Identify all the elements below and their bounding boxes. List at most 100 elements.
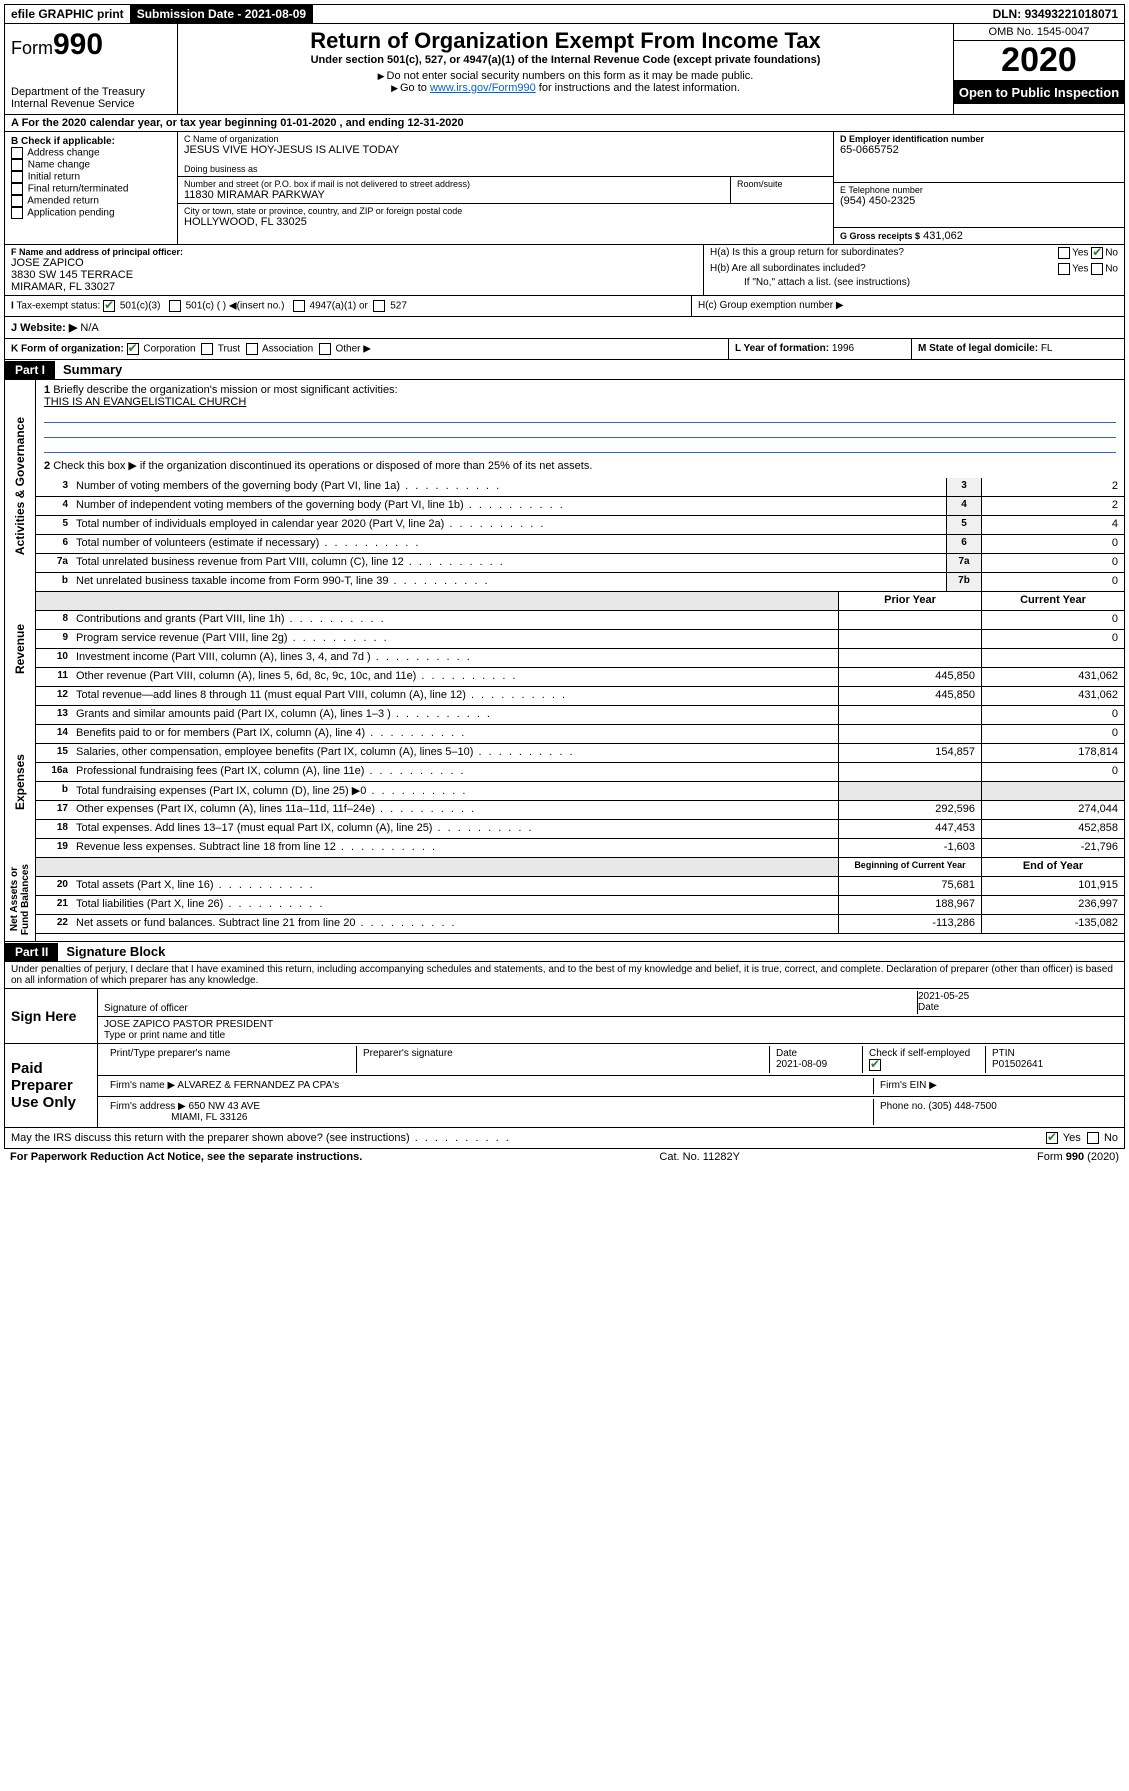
chk-initial-return[interactable] [11,171,23,183]
table-row: 12Total revenue—add lines 8 through 11 (… [36,687,1124,706]
opt-501c: 501(c) ( ) ◀(insert no.) [186,301,285,312]
officer-addr2: MIRAMAR, FL 33027 [11,281,697,293]
ptin-value: P01502641 [992,1059,1043,1070]
officer-addr1: 3830 SW 145 TERRACE [11,269,697,281]
chk-final-return[interactable] [11,183,23,195]
row-j: J Website: ▶ N/A [4,317,1125,339]
opt-app-pending: Application pending [27,208,114,219]
firm-ein-label: Firm's EIN ▶ [874,1078,1118,1094]
phone-label: E Telephone number [840,185,1118,195]
addr-label: Number and street (or P.O. box if mail i… [184,179,724,189]
chk-self-employed[interactable] [869,1059,881,1071]
prep-name-hdr: Print/Type preparer's name [104,1046,357,1073]
side-net: Net Assets or Fund Balances [7,858,33,941]
chk-ha-no[interactable] [1091,247,1103,259]
col-current: Current Year [981,592,1124,610]
cat-no: Cat. No. 11282Y [659,1151,740,1163]
opt-assoc: Association [262,344,313,355]
opt-amended: Amended return [27,196,99,207]
omb-number: OMB No. 1545-0047 [954,24,1124,41]
table-row: 16aProfessional fundraising fees (Part I… [36,763,1124,782]
instructions-link[interactable]: www.irs.gov/Form990 [430,82,536,94]
box-f: F Name and address of principal officer:… [5,245,704,295]
table-row: 9Program service revenue (Part VIII, lin… [36,630,1124,649]
opt-initial-return: Initial return [28,172,80,183]
form-label: Form [11,38,53,58]
form-number: 990 [53,28,103,61]
ha-yes: Yes [1072,248,1088,259]
box-b: B Check if applicable: Address change Na… [5,132,178,244]
box-c: C Name of organization JESUS VIVE HOY-JE… [178,132,834,244]
table-row: bNet unrelated business taxable income f… [36,573,1124,592]
mission-line [44,408,1116,423]
chk-trust[interactable] [201,343,213,355]
part2-header: Part II Signature Block [4,942,1125,962]
chk-discuss-no[interactable] [1087,1132,1099,1144]
discuss-no: No [1104,1132,1118,1144]
hb-note: If "No," attach a list. (see instruction… [704,277,1124,290]
chk-amended[interactable] [11,195,23,207]
chk-hb-yes[interactable] [1058,263,1070,275]
period-text: A For the 2020 calendar year, or tax yea… [11,117,464,129]
chk-corp[interactable] [127,343,139,355]
domicile-label: M State of legal domicile: [918,343,1038,354]
mission-line [44,438,1116,453]
side-rev: Revenue [11,618,29,680]
chk-527[interactable] [373,300,385,312]
sign-here-label: Sign Here [5,989,98,1043]
table-row: 6Total number of volunteers (estimate if… [36,535,1124,554]
sign-date: 2021-05-25 [918,991,969,1002]
efile-label[interactable]: efile GRAPHIC print [5,5,131,23]
table-row: 22Net assets or fund balances. Subtract … [36,915,1124,934]
firm-phone: (305) 448-7500 [928,1101,996,1112]
chk-app-pending[interactable] [11,207,23,219]
prep-check-hdr: Check if self-employed [869,1048,970,1059]
table-row: 20Total assets (Part X, line 16) 75,6811… [36,877,1124,896]
chk-address-change[interactable] [11,147,23,159]
perjury-text: Under penalties of perjury, I declare th… [4,962,1125,989]
chk-4947[interactable] [293,300,305,312]
chk-discuss-yes[interactable] [1046,1132,1058,1144]
phone-value: (954) 450-2325 [840,195,1118,207]
col-end: End of Year [981,858,1124,876]
ha-no: No [1105,248,1118,259]
chk-ha-yes[interactable] [1058,247,1070,259]
tax-year: 2020 [954,41,1124,81]
opt-name-change: Name change [28,160,90,171]
row-fh: F Name and address of principal officer:… [4,245,1125,296]
sign-date-label: Date [918,1002,939,1013]
section-netassets: Net Assets or Fund Balances Beginning of… [4,858,1125,942]
chk-other[interactable] [319,343,331,355]
year-formed: 1996 [832,343,854,354]
row-a-period: A For the 2020 calendar year, or tax yea… [4,115,1125,132]
top-bar: efile GRAPHIC print Submission Date - 20… [4,4,1125,24]
table-row: 19Revenue less expenses. Subtract line 1… [36,839,1124,858]
rev-header: Prior Year Current Year [36,592,1124,611]
chk-501c3[interactable] [103,300,115,312]
discuss-label: May the IRS discuss this return with the… [11,1132,1046,1144]
hb-label: H(b) Are all subordinates included? [710,263,1058,275]
firm-addr1: 650 NW 43 AVE [189,1101,261,1112]
chk-assoc[interactable] [246,343,258,355]
goto-post: for instructions and the latest informat… [536,82,740,94]
year-formed-label: L Year of formation: [735,343,829,354]
chk-501c[interactable] [169,300,181,312]
chk-hb-no[interactable] [1091,263,1103,275]
hb-yes: Yes [1072,264,1088,275]
mission-line [44,423,1116,438]
opt-other: Other ▶ [335,344,370,355]
chk-name-change[interactable] [11,159,23,171]
section-expenses: Expenses 13Grants and similar amounts pa… [4,706,1125,858]
q1-label: Briefly describe the organization's miss… [53,384,397,396]
ein-label: D Employer identification number [840,134,1118,144]
paid-preparer-block: Paid Preparer Use Only Print/Type prepar… [4,1044,1125,1128]
sign-here-block: Sign Here Signature of officer 2021-05-2… [4,989,1125,1044]
hc-label: H(c) Group exemption number ▶ [692,296,1124,316]
prep-date: 2021-08-09 [776,1059,827,1070]
goto-pre: Go to [400,82,430,94]
table-row: 7aTotal unrelated business revenue from … [36,554,1124,573]
website-label: J Website: ▶ [11,322,77,334]
dept-label: Department of the Treasury Internal Reve… [11,86,171,110]
officer-label: F Name and address of principal officer: [11,247,697,257]
org-city: HOLLYWOOD, FL 33025 [184,216,827,228]
